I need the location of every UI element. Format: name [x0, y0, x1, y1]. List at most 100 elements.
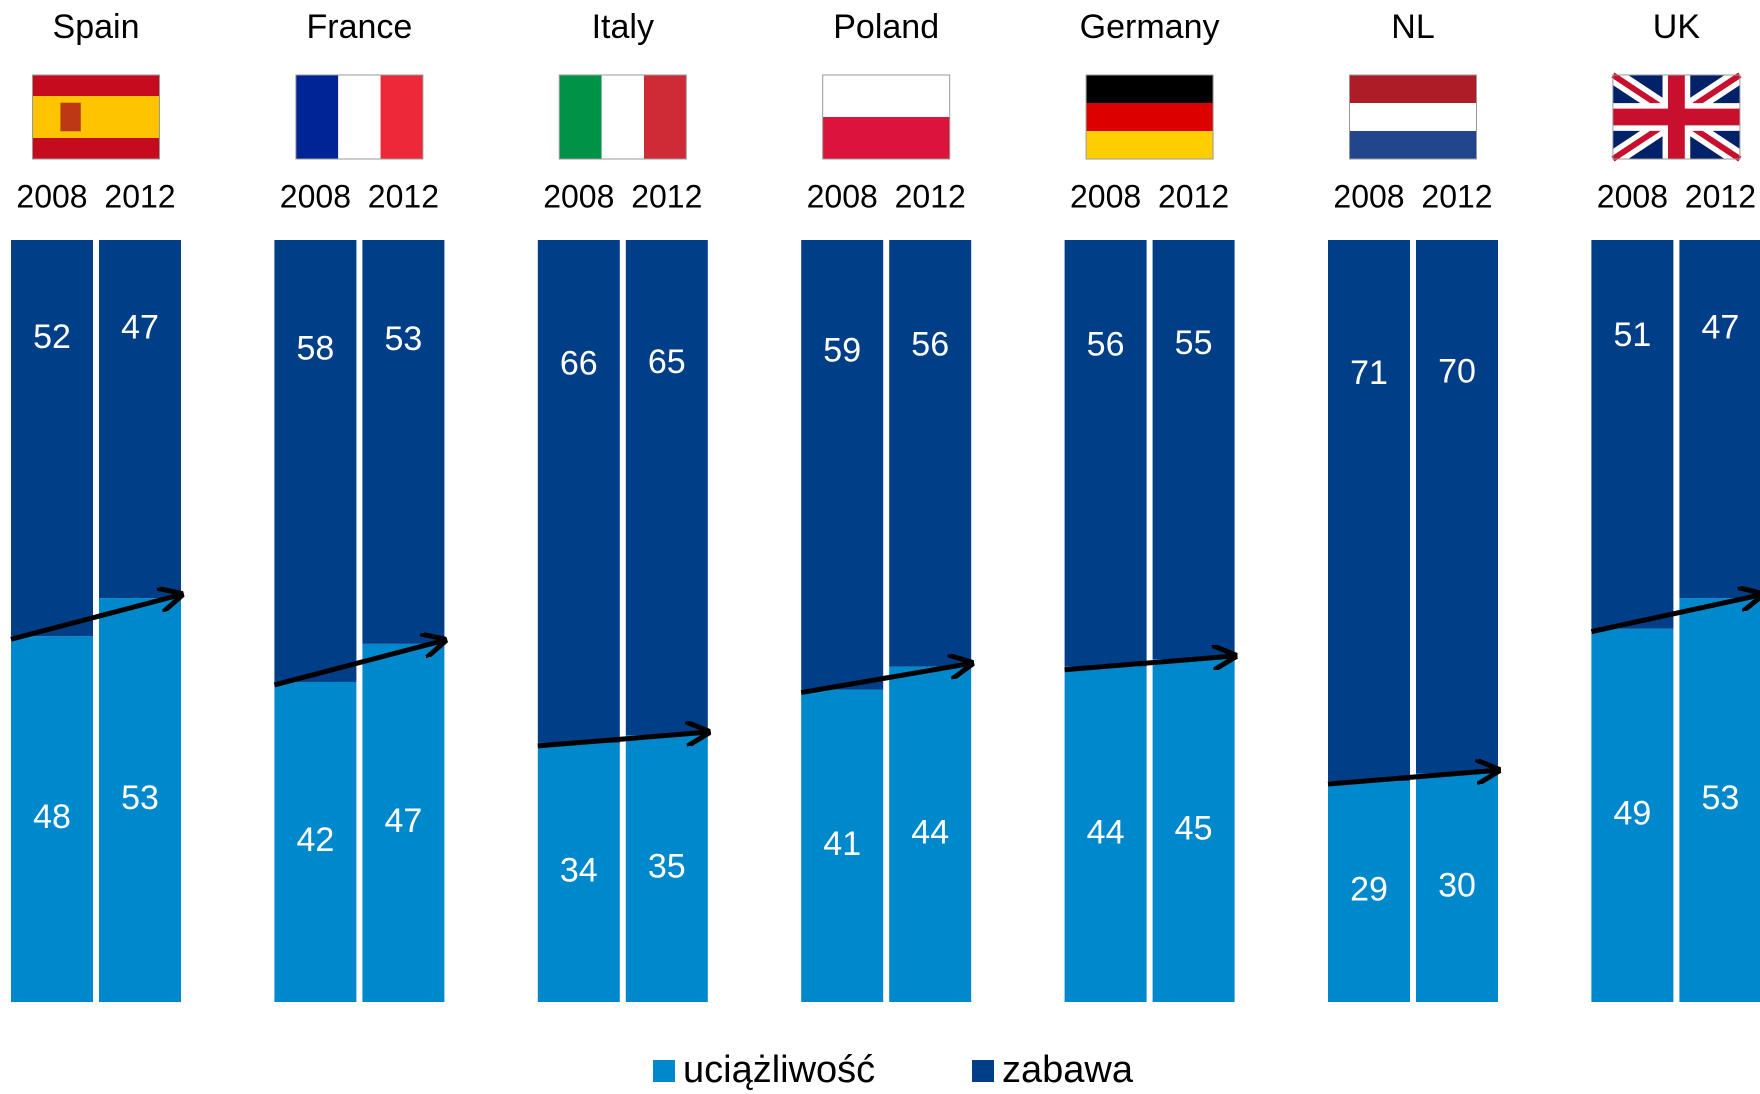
- bar-segment: [362, 643, 445, 1002]
- flag-stripe: [1349, 75, 1477, 103]
- year-label: 2012: [1685, 178, 1756, 214]
- trend-arrow: [10, 595, 179, 642]
- legend-label: uciążliwość: [683, 1049, 875, 1091]
- value-label: 71: [1350, 354, 1388, 392]
- flag-border: [558, 74, 687, 160]
- bar-segment: [1591, 240, 1674, 629]
- flag-border: [1349, 74, 1477, 160]
- country-label: Germany: [1080, 8, 1220, 46]
- country-label: France: [306, 8, 412, 46]
- year-label: 2008: [807, 178, 878, 214]
- year-label: 2008: [1070, 178, 1141, 214]
- year-label: 2012: [368, 178, 439, 214]
- flag-stripe: [1086, 131, 1214, 159]
- value-label: 55: [1175, 324, 1213, 362]
- value-label: 65: [648, 343, 686, 381]
- flag-border: [1612, 74, 1741, 160]
- bar-segment: [274, 681, 357, 1002]
- trend-arrow: [1064, 656, 1233, 673]
- bar-segment: [801, 240, 884, 690]
- flag-cross: [1612, 75, 1740, 159]
- legend-swatch: [653, 1060, 675, 1082]
- bar-segment: [99, 240, 181, 599]
- bar-segment: [1064, 666, 1147, 1002]
- year-label: 2012: [1421, 178, 1492, 214]
- year-label: 2008: [1597, 178, 1668, 214]
- bar-segment: [1679, 598, 1760, 1002]
- flag: [32, 74, 160, 160]
- bar-segment: [11, 636, 93, 1002]
- flag-border: [1085, 74, 1214, 160]
- value-label: 52: [33, 318, 71, 356]
- trend-arrow: [273, 641, 442, 688]
- value-label: 47: [121, 309, 159, 347]
- bar-segment: [11, 240, 93, 637]
- bar-segment: [625, 240, 708, 736]
- flag-border: [295, 74, 424, 160]
- flag-stripe: [32, 96, 160, 138]
- bar-segment: [1679, 240, 1760, 599]
- bar-segment: [99, 598, 181, 1002]
- flag: [1349, 74, 1477, 160]
- flag: [295, 74, 424, 160]
- flag-stripe: [1086, 103, 1214, 131]
- year-label: 2012: [631, 178, 702, 214]
- bar-segment: [1152, 659, 1235, 1002]
- flag: [558, 74, 687, 160]
- bar-segment: [801, 689, 884, 1002]
- value-label: 53: [1701, 779, 1739, 817]
- year-label: 2008: [543, 178, 614, 214]
- value-label: 56: [911, 326, 949, 364]
- bar-segment: [889, 666, 972, 1002]
- bar-segment: [1328, 781, 1410, 1002]
- bar-segment: [537, 240, 620, 743]
- country-label: NL: [1391, 8, 1434, 46]
- flag: [1608, 67, 1745, 167]
- trend-arrow: [800, 664, 969, 696]
- legend-label: zabawa: [1002, 1049, 1134, 1091]
- value-label: 53: [121, 779, 159, 817]
- year-label: 2008: [280, 178, 351, 214]
- flag-stripe: [601, 75, 644, 159]
- bar-segment: [274, 240, 357, 682]
- value-label: 45: [1175, 810, 1213, 848]
- trend-arrow: [1327, 770, 1496, 787]
- value-label: 49: [1613, 794, 1651, 832]
- flag-stripe: [338, 75, 381, 159]
- flag: [1085, 74, 1214, 160]
- flag-stripe: [822, 75, 950, 117]
- value-label: 44: [911, 813, 949, 851]
- bar-segment: [625, 735, 708, 1002]
- value-label: 44: [1087, 813, 1125, 851]
- value-label: 70: [1438, 352, 1476, 390]
- value-label: 58: [296, 329, 334, 367]
- value-label: 66: [560, 345, 598, 383]
- bar-segment: [889, 240, 972, 667]
- flag-emblem: [60, 102, 81, 132]
- trend-arrow: [1590, 595, 1759, 635]
- value-label: 35: [648, 848, 686, 886]
- bar-segment: [537, 742, 620, 1002]
- flag-stripe: [1349, 131, 1477, 159]
- year-label: 2012: [104, 178, 175, 214]
- value-label: 53: [384, 320, 422, 358]
- flag-stripe: [295, 75, 339, 159]
- value-label: 48: [33, 798, 71, 836]
- country-label: Poland: [833, 8, 939, 46]
- flag-stripe: [1349, 103, 1477, 131]
- country-label: UK: [1653, 8, 1701, 46]
- legend-swatch: [972, 1060, 994, 1082]
- year-label: 2012: [1158, 178, 1229, 214]
- flag-stripe: [380, 75, 423, 159]
- year-label: 2008: [16, 178, 87, 214]
- value-label: 41: [823, 825, 861, 863]
- trend-arrow: [537, 732, 706, 749]
- bar-segment: [362, 240, 445, 644]
- flag-stripe: [822, 117, 950, 159]
- bar-segment: [1328, 240, 1410, 782]
- flag-stripe: [559, 75, 602, 159]
- flag-border: [32, 74, 160, 160]
- value-label: 30: [1438, 867, 1476, 905]
- flag: [822, 74, 951, 160]
